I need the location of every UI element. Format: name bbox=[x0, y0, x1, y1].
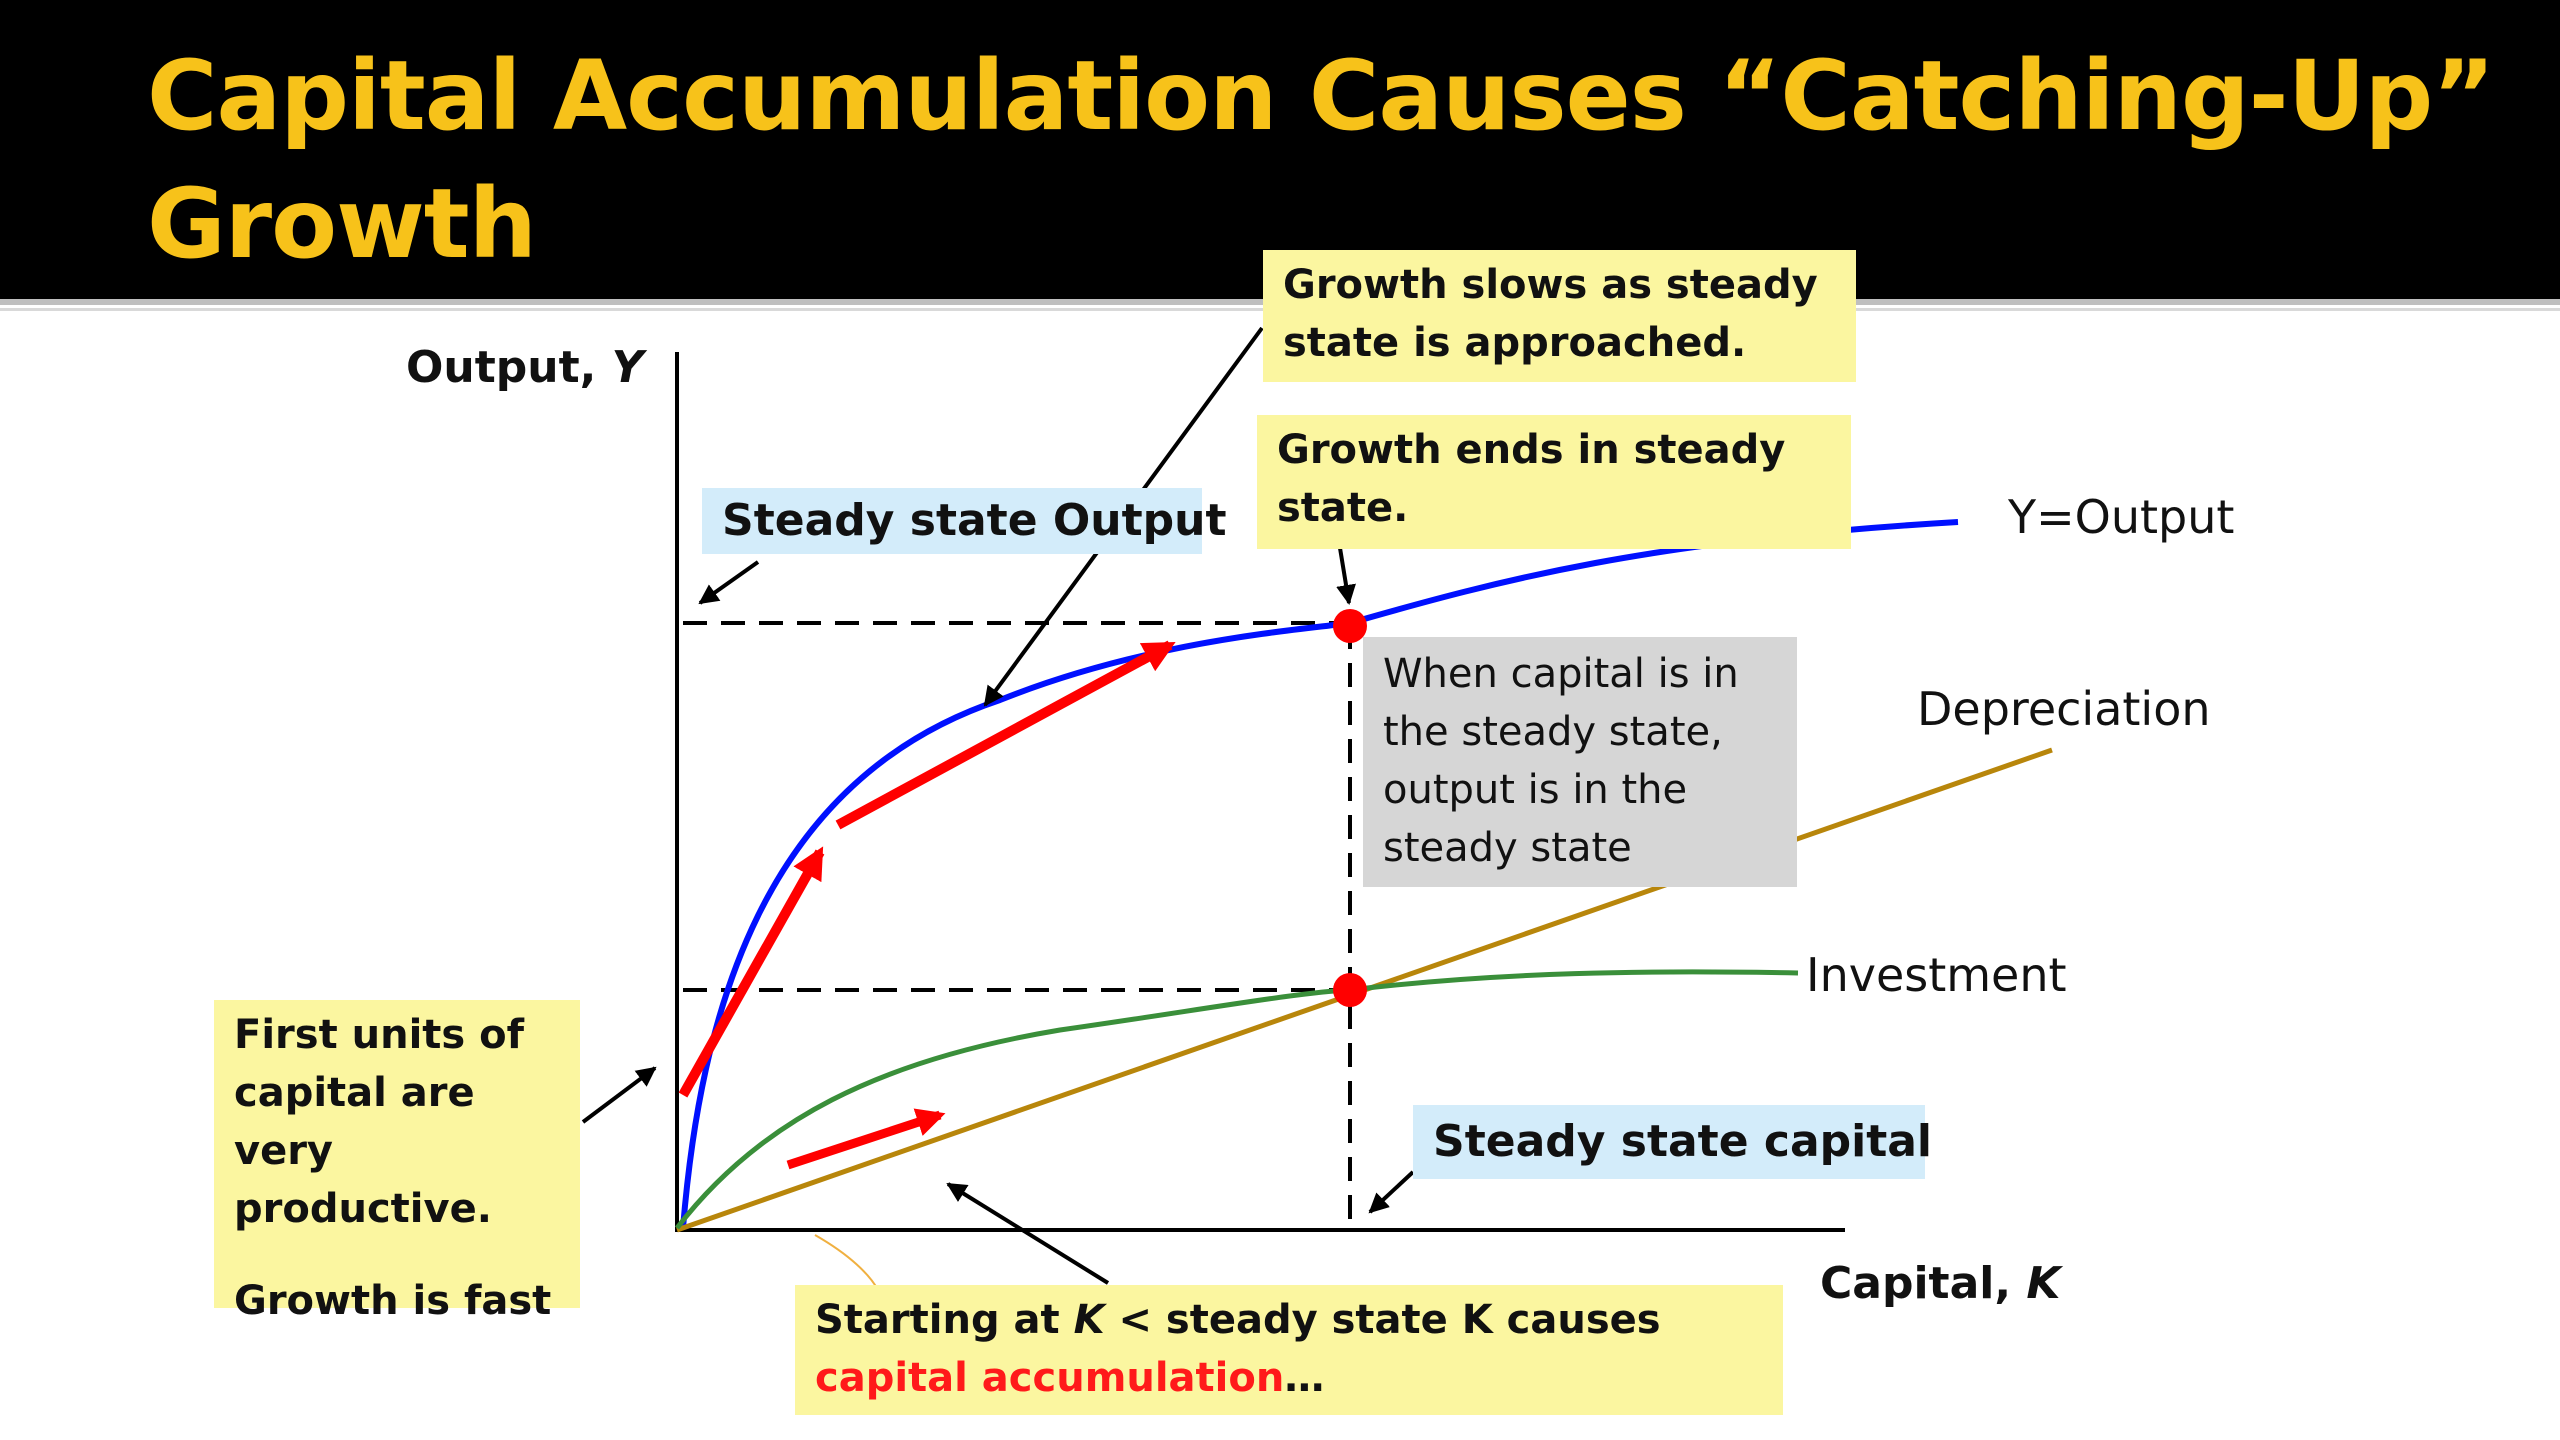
investment-curve bbox=[675, 969, 1799, 1230]
connector-starting bbox=[814, 1234, 879, 1291]
slide-header bbox=[0, 0, 2560, 299]
slide-title-line2: Growth bbox=[147, 168, 537, 280]
callout-starting-ellipsis: … bbox=[1284, 1355, 1325, 1401]
pointer-starting bbox=[946, 1182, 1110, 1285]
output-curve bbox=[680, 519, 1959, 1229]
callout-starting-pre: Starting at bbox=[815, 1297, 1074, 1343]
investment-curve-label: Investment bbox=[1806, 948, 2067, 1002]
red-arrow-fast-growth bbox=[678, 846, 825, 1098]
callout-growth-ends: Growth ends in steady state. bbox=[1257, 415, 1851, 549]
pointer-growth-ends bbox=[1336, 547, 1356, 605]
callout-starting-k: Starting at K < steady state K causes ca… bbox=[795, 1285, 1783, 1415]
x-axis-label-symbol: K bbox=[2026, 1258, 2061, 1309]
red-arrow-capital-accumulation bbox=[786, 1108, 946, 1170]
red-arrow-slowing-growth bbox=[835, 640, 1176, 830]
y-axis-label-text: Output, bbox=[406, 342, 612, 393]
y-axis-label: Output, Y bbox=[406, 342, 644, 393]
slide-title-line1: Capital Accumulation Causes “Catching-Up… bbox=[147, 40, 2495, 152]
y-axis-label-symbol: Y bbox=[611, 342, 644, 393]
steady-state-investment-point bbox=[1333, 973, 1367, 1007]
depreciation-line-label: Depreciation bbox=[1917, 682, 2211, 736]
steady-state-output-point bbox=[1333, 609, 1367, 643]
pointer-steady-output bbox=[698, 560, 760, 605]
callout-first-units: First units of capital are very producti… bbox=[214, 1000, 580, 1324]
callout-starting-mid: < steady state K causes bbox=[1104, 1297, 1661, 1343]
x-axis-label: Capital, K bbox=[1820, 1258, 2061, 1309]
callout-growth-slows: Growth slows as steady state is approach… bbox=[1263, 250, 1856, 382]
callout-starting-k-symbol: K bbox=[1073, 1297, 1105, 1343]
callout-steady-state-output: Steady state Output bbox=[702, 488, 1226, 554]
pointer-steady-capital bbox=[1368, 1170, 1415, 1214]
callout-first-units-text: First units of capital are very producti… bbox=[234, 1012, 525, 1232]
pointer-first-units bbox=[581, 1066, 657, 1124]
x-axis-label-text: Capital, bbox=[1820, 1258, 2027, 1309]
output-curve-label: Y=Output bbox=[2008, 490, 2235, 544]
callout-when-capital-steady: When capital is in the steady state, out… bbox=[1363, 637, 1797, 887]
callout-capital-accumulation-text: capital accumulation bbox=[815, 1355, 1285, 1401]
callout-growth-fast-text: Growth is fast bbox=[234, 1278, 552, 1324]
callout-steady-state-capital: Steady state capital bbox=[1413, 1105, 1932, 1179]
